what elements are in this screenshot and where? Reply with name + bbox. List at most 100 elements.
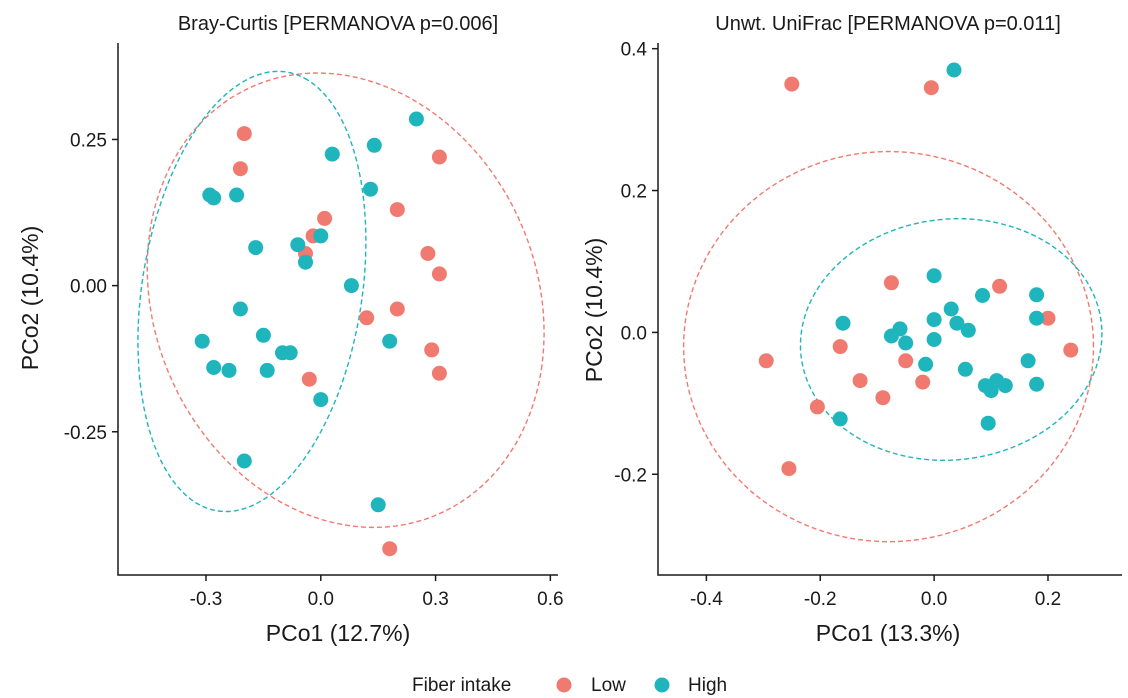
point-high (408, 111, 424, 127)
ellipse-high (137, 70, 367, 513)
point-low (758, 353, 774, 369)
legend-marker-high (654, 677, 670, 693)
point-high (832, 411, 848, 427)
point-high (248, 240, 264, 256)
y-tick-label: 0.00 (70, 277, 107, 298)
chart-panel-bray-curtis: Bray-Curtis [PERMANOVA p=0.006] -0.3 0.0 0… (17, 13, 564, 646)
point-high (229, 187, 245, 203)
y-tick-label: -0.2 (614, 465, 647, 486)
point-high (194, 333, 210, 349)
point-high (290, 237, 306, 253)
point-high (366, 137, 382, 153)
point-high (926, 268, 942, 284)
x-axis-label: PCo1 (13.3%) (816, 620, 960, 646)
point-low (784, 76, 800, 92)
point-high (382, 333, 398, 349)
chart-panel-unifrac: Unwt. UniFrac [PERMANOVA p=0.011] -0.4 -0… (581, 13, 1122, 646)
y-tick-label: -0.25 (64, 423, 107, 444)
point-low (389, 202, 405, 218)
point-high (957, 361, 973, 377)
point-low (359, 310, 375, 326)
point-high (206, 360, 222, 375)
point-high (960, 322, 976, 338)
axis-frame (117, 43, 558, 576)
point-high (1020, 353, 1036, 369)
point-high (259, 362, 275, 378)
point-high (883, 328, 899, 344)
point-high (343, 278, 359, 294)
data-points (194, 111, 447, 557)
point-high (206, 190, 222, 206)
y-tick-label: 0.25 (70, 130, 107, 151)
point-high (983, 383, 999, 399)
x-tick-label: -0.4 (690, 589, 723, 610)
point-low (431, 266, 447, 282)
chart-title: Bray-Curtis [PERMANOVA p=0.006] (178, 13, 498, 35)
x-ticks: -0.4 -0.2 0.0 0.2 (690, 575, 1061, 610)
point-high (236, 453, 252, 469)
point-high (313, 392, 329, 408)
point-low (301, 371, 317, 387)
point-high (949, 315, 965, 331)
y-tick-label: 0.2 (621, 182, 647, 203)
legend: Fiber intake Low High (412, 675, 727, 696)
point-low (898, 353, 914, 369)
x-axis-label: PCo1 (12.7%) (266, 620, 410, 646)
point-high (835, 315, 851, 331)
point-low (1063, 342, 1079, 358)
point-high (1029, 310, 1045, 326)
x-tick-label: 0.0 (921, 589, 947, 610)
point-high (221, 362, 237, 378)
x-tick-label: 0.6 (537, 589, 563, 610)
point-high (275, 345, 290, 361)
x-tick-label: 0.2 (1035, 589, 1061, 610)
x-tick-label: 0.0 (308, 589, 334, 610)
x-tick-label: 0.3 (422, 589, 448, 610)
ellipses (137, 70, 545, 529)
point-low (781, 461, 797, 477)
x-tick-label: -0.3 (190, 589, 223, 610)
legend-label-low: Low (591, 675, 626, 696)
y-ticks: -0.2 0.0 0.2 0.4 (614, 40, 658, 486)
point-high (232, 301, 248, 317)
legend-title: Fiber intake (412, 675, 511, 696)
point-high (980, 415, 996, 431)
data-points (758, 62, 1079, 477)
point-high (997, 378, 1013, 394)
x-tick-label: -0.2 (804, 589, 837, 610)
ellipses (682, 150, 1103, 543)
ellipse-high (799, 218, 1103, 461)
point-low (382, 541, 398, 557)
point-high (298, 254, 313, 270)
y-axis-label: PCo2 (10.4%) (581, 238, 607, 382)
y-axis-label: PCo2 (10.4%) (17, 226, 43, 370)
axis-lines (657, 43, 1122, 576)
point-low (389, 301, 405, 317)
point-low (236, 126, 252, 142)
legend-label-high: High (688, 675, 727, 696)
point-low (923, 80, 939, 96)
y-tick-label: 0.0 (621, 323, 647, 344)
point-low (915, 374, 931, 390)
point-low (875, 390, 891, 406)
point-high (926, 332, 942, 347)
chart-title: Unwt. UniFrac [PERMANOVA p=0.011] (715, 13, 1061, 35)
point-low (809, 399, 825, 415)
point-low (992, 278, 1008, 294)
point-high (363, 181, 378, 197)
point-high (313, 228, 329, 244)
point-high (255, 327, 271, 343)
point-low (1040, 310, 1056, 326)
point-low (317, 210, 333, 226)
point-high (918, 356, 934, 372)
point-low (420, 246, 436, 261)
point-high (946, 62, 962, 78)
axis-frame (657, 43, 1122, 576)
axis-lines (117, 43, 558, 576)
ellipse-low (146, 72, 545, 529)
point-low (883, 275, 899, 291)
y-tick-label: 0.4 (621, 40, 648, 61)
x-ticks: -0.3 0.0 0.3 0.6 (190, 575, 564, 610)
point-low (431, 149, 447, 165)
